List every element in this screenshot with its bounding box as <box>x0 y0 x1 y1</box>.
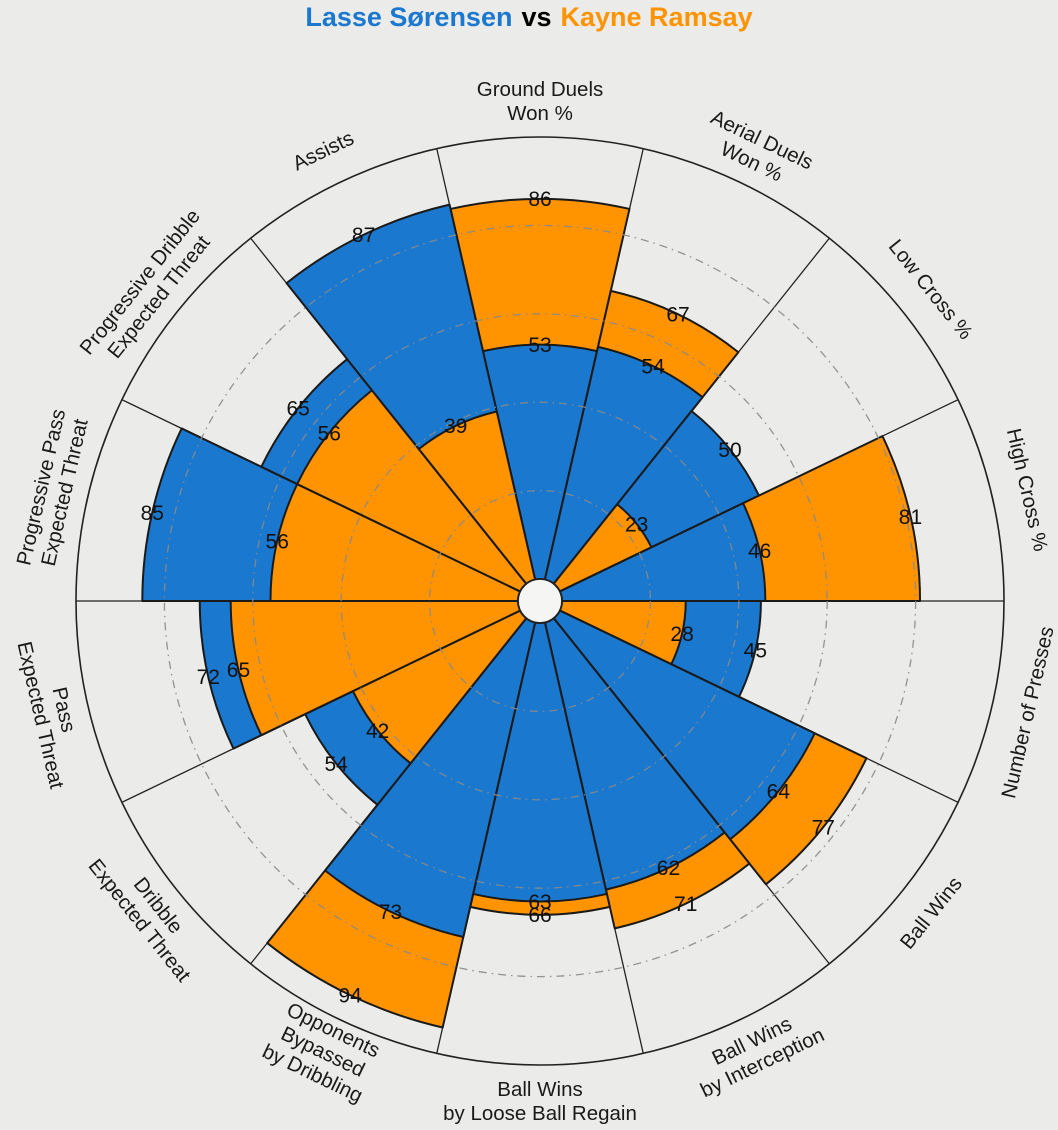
value-label: 81 <box>899 506 922 529</box>
grid-ring <box>428 489 652 713</box>
category-label: DribbleExpected Threat <box>84 840 214 987</box>
value-label: 53 <box>528 334 551 357</box>
category-label: Aerial DuelsWon % <box>697 106 817 196</box>
category-label: Ground Duels Won % <box>477 78 603 125</box>
category-label: Ball Winsby Interception <box>686 1002 828 1103</box>
value-label: 54 <box>641 355 665 378</box>
value-label: 50 <box>718 439 741 462</box>
value-label: 72 <box>197 666 220 689</box>
value-label: 54 <box>325 753 349 776</box>
value-label: 94 <box>339 985 363 1008</box>
value-label: 66 <box>528 904 551 927</box>
grid-ring <box>163 224 917 978</box>
value-label: 65 <box>227 659 250 682</box>
value-label: 73 <box>379 901 402 924</box>
value-label: 46 <box>748 540 771 563</box>
center-hub <box>517 578 563 624</box>
grid-ring <box>340 401 740 801</box>
value-label: 56 <box>266 530 289 553</box>
value-label: 62 <box>657 857 680 880</box>
title-player2: Kayne Ramsay <box>560 2 753 32</box>
category-label: Progressive DribbleExpected Threat <box>75 205 223 374</box>
value-label: 45 <box>744 640 767 663</box>
chart-title: Lasse Sørensen vs Kayne Ramsay <box>0 2 1058 33</box>
value-label: 42 <box>366 720 389 743</box>
value-label: 63 <box>528 891 551 914</box>
category-label: High Cross % <box>1002 426 1052 553</box>
value-label: 64 <box>767 780 791 803</box>
category-label: Number of Presses <box>997 624 1058 800</box>
outer-ring <box>75 136 1005 1066</box>
value-label: 85 <box>141 502 164 525</box>
value-label: 28 <box>670 623 693 646</box>
value-label: 86 <box>528 188 551 211</box>
title-separator: vs <box>521 2 552 32</box>
value-label: 67 <box>666 304 689 327</box>
value-label: 23 <box>625 513 648 536</box>
category-label: Progressive PassExpected Threat <box>12 407 93 573</box>
category-label: Low Cross % <box>884 235 977 344</box>
value-label: 65 <box>287 398 310 421</box>
category-label: OpponentsBypassedby Dribbling <box>259 996 387 1107</box>
value-label: 39 <box>444 415 467 438</box>
value-label: 71 <box>674 893 697 916</box>
grid-ring <box>252 313 828 889</box>
category-label: Assists <box>289 127 357 176</box>
category-label: Ball Wins by Loose Ball Regain <box>443 1078 637 1125</box>
title-player1: Lasse Sørensen <box>305 2 513 32</box>
value-label: 77 <box>812 816 835 839</box>
value-label: 87 <box>352 224 375 247</box>
value-label: 56 <box>318 422 341 445</box>
